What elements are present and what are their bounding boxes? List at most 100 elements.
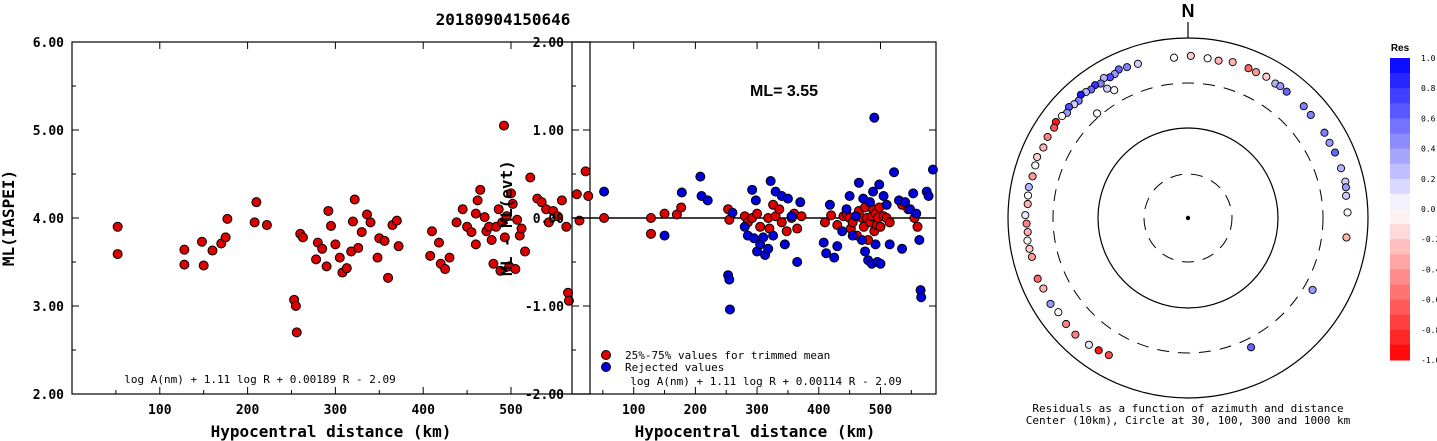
data-point	[727, 207, 738, 218]
data-point	[457, 204, 468, 215]
data-point	[207, 245, 218, 256]
data-point	[781, 226, 792, 237]
colorbar-cell	[1390, 88, 1410, 104]
residual-point	[1023, 191, 1033, 200]
x-tick-label: 200	[236, 403, 260, 418]
y-tick-label: 4.00	[33, 212, 64, 227]
ring-100km	[1097, 127, 1279, 309]
residual-point	[1262, 72, 1271, 81]
x-tick-label: 300	[745, 403, 769, 418]
data-point	[829, 252, 840, 263]
residual-point	[1341, 183, 1351, 192]
residual-point	[1024, 183, 1033, 192]
residual-point	[1308, 285, 1317, 294]
data-point	[792, 257, 803, 267]
data-point	[599, 213, 610, 223]
data-point	[916, 292, 927, 303]
data-point	[512, 214, 523, 225]
legend-marker-red	[601, 350, 611, 360]
residual-point	[1022, 219, 1031, 228]
colorbar-cell	[1390, 209, 1410, 225]
colorbar-cell	[1390, 284, 1410, 301]
data-point	[425, 250, 436, 261]
data-point	[914, 235, 925, 245]
figure-title: 20180904150646	[436, 10, 571, 29]
colorbar-cell	[1390, 58, 1410, 74]
data-point	[498, 120, 509, 131]
formula-label: log A(nm) + 1.11 log R + 0.00189 R - 2.0…	[124, 373, 396, 386]
data-point	[196, 236, 207, 247]
colorbar-cell	[1390, 269, 1410, 285]
x-tick-label: 500	[499, 403, 523, 418]
colorbar-tick-label: 0.8	[1421, 84, 1436, 93]
polar-caption-2: Center (10km), Circle at 30, 100, 300 an…	[1026, 414, 1351, 427]
data-point	[580, 166, 591, 177]
colorbar-tick-label: 0.6	[1421, 114, 1436, 123]
data-point	[556, 195, 567, 206]
data-point	[758, 232, 769, 243]
data-point	[750, 195, 761, 206]
y-axis-label: ML - ML(evt)	[497, 160, 516, 276]
data-point	[645, 228, 656, 239]
residual-point	[1033, 274, 1042, 283]
colorbar-cell	[1390, 193, 1410, 210]
data-point	[451, 217, 462, 228]
x-axis-label: Hypocentral distance (km)	[211, 422, 452, 441]
data-point	[819, 217, 830, 228]
residual-point	[1133, 59, 1142, 68]
residual-point	[1282, 87, 1291, 96]
data-point	[179, 244, 190, 255]
data-point	[291, 327, 302, 338]
legend-label-red: 25%-75% values for trimmed mean	[625, 349, 830, 362]
residual-point	[1054, 308, 1063, 317]
residual-point	[1299, 102, 1308, 111]
colorbar-cell	[1390, 73, 1410, 89]
data-point	[495, 265, 506, 276]
data-point	[724, 274, 735, 285]
residual-point	[1214, 56, 1223, 65]
data-point	[520, 246, 531, 257]
colorbar-cell	[1390, 224, 1410, 240]
residual-point	[1027, 252, 1036, 261]
residual-point	[1228, 58, 1237, 67]
y-tick-label: 5.00	[33, 124, 64, 139]
ring-300km	[1052, 82, 1324, 354]
data-point	[112, 249, 123, 260]
data-point	[179, 259, 190, 270]
residual-point	[1057, 111, 1067, 121]
legend-marker-blue	[601, 362, 611, 372]
colorbar-cell	[1390, 299, 1410, 316]
ring-30km	[1143, 173, 1233, 263]
residual-point	[1203, 54, 1212, 63]
residual-point	[1122, 63, 1132, 72]
data-point	[372, 252, 383, 263]
colorbar-cell	[1390, 344, 1410, 361]
ml-annotation: ML= 3.55	[750, 83, 818, 100]
data-point	[889, 167, 900, 178]
data-point	[927, 164, 938, 175]
colorbar-title: Res	[1391, 43, 1410, 54]
data-point	[571, 189, 582, 200]
residual-point	[1247, 343, 1256, 352]
data-point	[349, 194, 360, 205]
colorbar-cell	[1390, 103, 1410, 119]
data-point	[341, 263, 352, 274]
residual-point	[1039, 284, 1048, 293]
residual-point	[1071, 330, 1080, 339]
ring-1000km	[1007, 37, 1369, 399]
data-point	[779, 239, 790, 250]
data-point	[488, 258, 499, 269]
data-point	[510, 264, 521, 275]
data-point	[472, 195, 483, 206]
x-tick-label: 500	[869, 403, 893, 418]
data-point	[724, 304, 735, 315]
data-point	[870, 239, 881, 250]
x-axis-label: Hypocentral distance (km)	[635, 422, 876, 441]
colorbar-cell	[1390, 314, 1410, 331]
colorbar-cell	[1390, 239, 1410, 255]
data-point	[466, 227, 477, 238]
residual-vs-distance-panel: 100 200 300 400 500-2.00-1.000.001.002.00 ML…	[497, 36, 938, 441]
data-point	[444, 252, 455, 263]
data-point	[297, 232, 308, 243]
